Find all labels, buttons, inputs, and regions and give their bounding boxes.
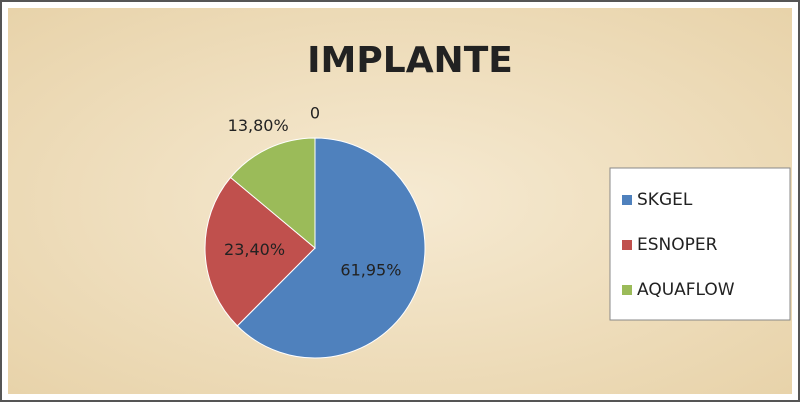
data-label: 13,80% [228, 116, 289, 135]
chart-title: IMPLANTE [307, 40, 513, 81]
legend-label: AQUAFLOW [637, 280, 735, 300]
pie-slice [236, 137, 426, 359]
data-label: 23,40% [224, 240, 285, 259]
data-label: 61,95% [340, 261, 401, 280]
legend-label: ESNOPER [637, 235, 718, 255]
pie-slice [204, 176, 316, 327]
pie-slice [229, 137, 316, 250]
legend [609, 167, 791, 321]
data-label: 0 [310, 103, 320, 122]
legend-swatch [622, 285, 632, 295]
legend-swatch [622, 240, 632, 250]
legend-swatch [622, 195, 632, 205]
legend-label: SKGEL [637, 190, 693, 210]
